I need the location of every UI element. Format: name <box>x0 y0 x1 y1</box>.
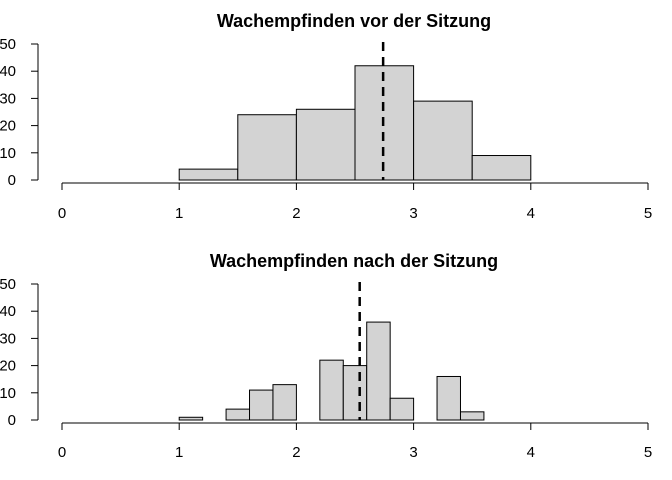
histogram-bar <box>178 416 204 421</box>
x-tick-label: 1 <box>175 205 183 222</box>
histogram-bar <box>342 365 368 421</box>
chart-title: Wachempfinden vor der Sitzung <box>217 11 491 31</box>
y-tick-label: 0 <box>8 412 16 429</box>
histogram-bar <box>436 375 461 421</box>
y-tick-label: 20 <box>0 118 16 135</box>
x-tick-label: 5 <box>644 444 652 461</box>
x-tick-label: 0 <box>58 444 66 461</box>
histogram-bar <box>225 408 251 421</box>
histogram-bar <box>178 168 239 181</box>
histogram-bar <box>295 108 356 181</box>
histogram-bar <box>366 321 391 421</box>
x-tick-label: 3 <box>409 205 417 222</box>
y-tick-label: 40 <box>0 303 16 320</box>
histogram-bar <box>249 389 274 421</box>
y-tick-label: 40 <box>0 63 16 80</box>
y-tick-label: 50 <box>0 276 16 293</box>
x-tick-label: 4 <box>527 444 535 461</box>
y-tick-label: 50 <box>0 36 16 53</box>
histogram-bar <box>389 397 415 421</box>
x-tick-label: 2 <box>292 444 300 461</box>
histogram-panel-1: Wachempfinden vor der Sitzung01020304050… <box>0 11 652 222</box>
histogram-bar <box>413 100 473 181</box>
x-tick-label: 0 <box>58 205 66 222</box>
histogram-bar <box>459 411 485 421</box>
histogram-bar <box>272 384 297 421</box>
histogram-bar <box>319 359 344 421</box>
histogram-panel-2: Wachempfinden nach der Sitzung0102030405… <box>0 251 652 461</box>
chart-title: Wachempfinden nach der Sitzung <box>210 251 498 271</box>
y-tick-label: 30 <box>0 330 16 347</box>
histogram-bar <box>237 114 297 181</box>
y-tick-label: 20 <box>0 358 16 375</box>
y-tick-label: 10 <box>0 385 16 402</box>
x-tick-label: 1 <box>175 444 183 461</box>
x-tick-label: 4 <box>527 205 535 222</box>
x-tick-label: 3 <box>409 444 417 461</box>
histogram-bar <box>471 155 532 181</box>
x-tick-label: 5 <box>644 205 652 222</box>
y-tick-label: 0 <box>8 172 16 189</box>
y-tick-label: 10 <box>0 145 16 162</box>
y-tick-label: 30 <box>0 90 16 107</box>
x-tick-label: 2 <box>292 205 300 222</box>
